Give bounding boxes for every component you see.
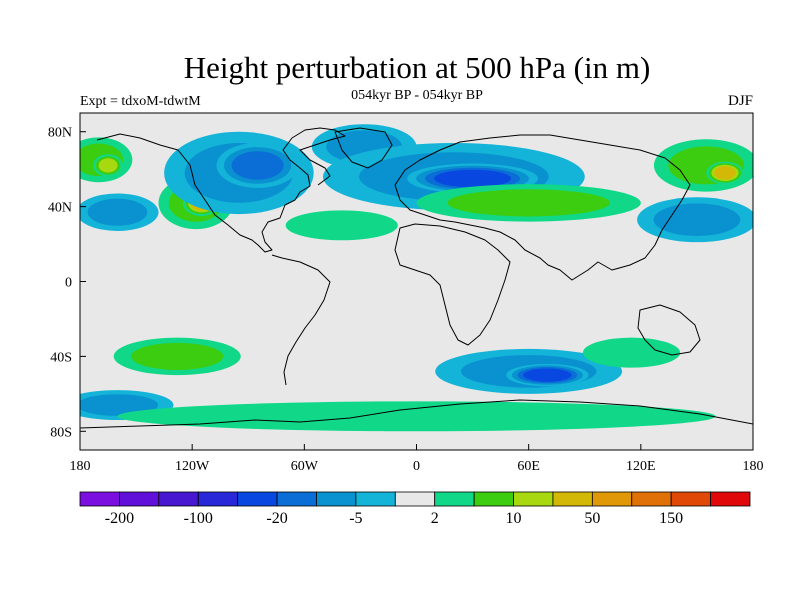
anomaly-contour (80, 394, 159, 416)
colorbar-label: -20 (266, 510, 287, 527)
colorbar-label: 50 (584, 510, 600, 527)
x-tick-label: 60W (291, 459, 319, 474)
anomaly-contour (131, 342, 224, 370)
colorbar-swatch (158, 491, 199, 507)
coast-africa (394, 223, 511, 346)
y-axis: 80N 40N 0 40S 80S (48, 126, 86, 440)
coast-south-america (271, 254, 331, 386)
y-tick-label: 80S (50, 425, 72, 440)
colorbar-swatch (79, 491, 120, 507)
colorbar-label: -100 (184, 510, 213, 527)
y-tick-label: 80N (48, 126, 72, 141)
colorbar-label: -5 (349, 510, 362, 527)
x-tick-label: 0 (413, 459, 420, 474)
anomaly-contour (98, 158, 118, 173)
colorbar-swatch (591, 491, 633, 507)
anomaly-contour (523, 368, 572, 382)
colorbar-swatch (552, 491, 593, 507)
colorbar-swatch (710, 491, 751, 507)
x-tick-label: 120E (626, 459, 656, 474)
map-title: Height perturbation at 500 hPa (in m) (183, 50, 651, 85)
y-tick-label: 40N (48, 201, 72, 216)
anomaly-contour (447, 189, 610, 217)
map-subtitle: 054kyr BP - 054kyr BP (351, 88, 483, 103)
colorbar-label: 150 (659, 510, 683, 527)
anomaly-contour (713, 166, 736, 180)
colorbar-swatch (394, 491, 436, 507)
x-axis: 180 120W 60W 0 60E 120E 180 (70, 444, 764, 474)
season-label: DJF (727, 93, 753, 109)
anomaly-field (80, 124, 753, 432)
experiment-label: Expt = tdxoM-tdwtM (80, 94, 201, 109)
colorbar: -200 -100 -20 -5 2 10 50 150 (79, 491, 751, 527)
x-tick-label: 120W (175, 459, 210, 474)
y-tick-label: 40S (50, 350, 72, 365)
anomaly-contour (434, 169, 512, 188)
colorbar-label: 10 (506, 510, 522, 527)
anomaly-contour (87, 198, 148, 226)
x-tick-label: 180 (70, 459, 91, 474)
coast-greenland (334, 127, 393, 169)
colorbar-swatch (197, 491, 239, 507)
x-tick-label: 60E (517, 459, 540, 474)
anomaly-contour (231, 151, 284, 180)
colorbar-swatch (473, 491, 514, 507)
anomaly-contour (117, 401, 716, 432)
y-tick-label: 0 (65, 276, 72, 291)
coastlines (80, 127, 753, 429)
coast-australia (637, 304, 701, 356)
colorbar-swatch (513, 491, 554, 507)
colorbar-swatch (237, 491, 278, 507)
colorbar-swatch (355, 491, 396, 507)
colorbar-swatch (670, 491, 711, 507)
colorbar-swatch (276, 491, 317, 507)
colorbar-label: 2 (431, 510, 439, 527)
x-tick-label: 180 (743, 459, 764, 474)
anomaly-contour (653, 203, 741, 237)
colorbar-swatch (119, 491, 160, 507)
anomaly-contour (285, 210, 398, 241)
coast-europe-asia (394, 134, 691, 281)
coast-antarctica (80, 399, 753, 429)
anomaly-contour (582, 337, 681, 368)
colorbar-label: -200 (105, 510, 134, 527)
colorbar-swatch (316, 491, 357, 507)
colorbar-swatch (631, 491, 672, 507)
coast-north-america (96, 127, 346, 253)
colorbar-swatch (434, 491, 475, 507)
